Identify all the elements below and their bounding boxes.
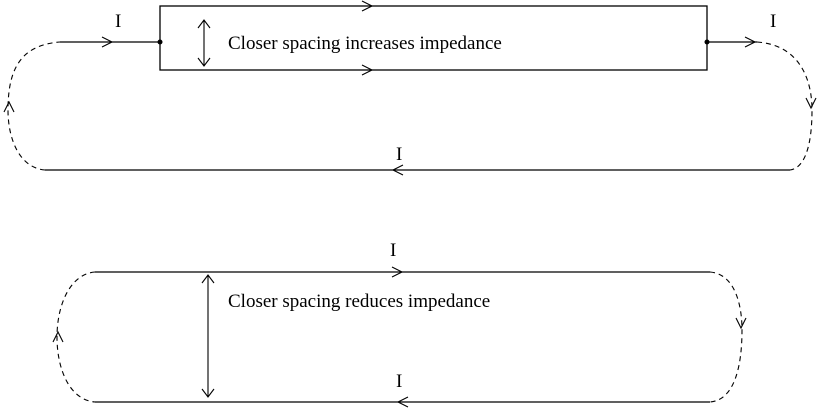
dashed-return [709, 271, 743, 403]
arrow [391, 164, 404, 176]
series-circuit: Closer spacing increases impedance I I I [3, 0, 817, 176]
node [704, 39, 710, 45]
caption: Closer spacing increases impedance [228, 33, 502, 54]
current-label: I [396, 371, 402, 392]
arrow [744, 36, 757, 48]
dashed-return [56, 271, 96, 403]
arrow [197, 57, 211, 67]
node [157, 39, 163, 45]
arrow [197, 19, 211, 29]
arrow [396, 396, 409, 408]
caption: Closer spacing reduces impedance [228, 291, 490, 312]
current-label: I [390, 240, 396, 261]
current-label: I [770, 11, 776, 32]
arrow [3, 100, 15, 113]
arrow [391, 266, 404, 278]
arrow [201, 274, 215, 284]
arrow [361, 64, 374, 76]
dashed-return [7, 41, 61, 171]
arrow [361, 0, 374, 12]
arrow [201, 388, 215, 398]
conductor-box [159, 5, 708, 71]
arrow [805, 97, 817, 110]
dashed-return [756, 41, 813, 171]
loop-circuit: Closer spacing reduces impedance I I [52, 240, 747, 408]
arrow [101, 36, 114, 48]
arrow [52, 330, 64, 343]
current-label: I [396, 144, 402, 165]
current-label: I [115, 11, 121, 32]
arrow [735, 317, 747, 330]
